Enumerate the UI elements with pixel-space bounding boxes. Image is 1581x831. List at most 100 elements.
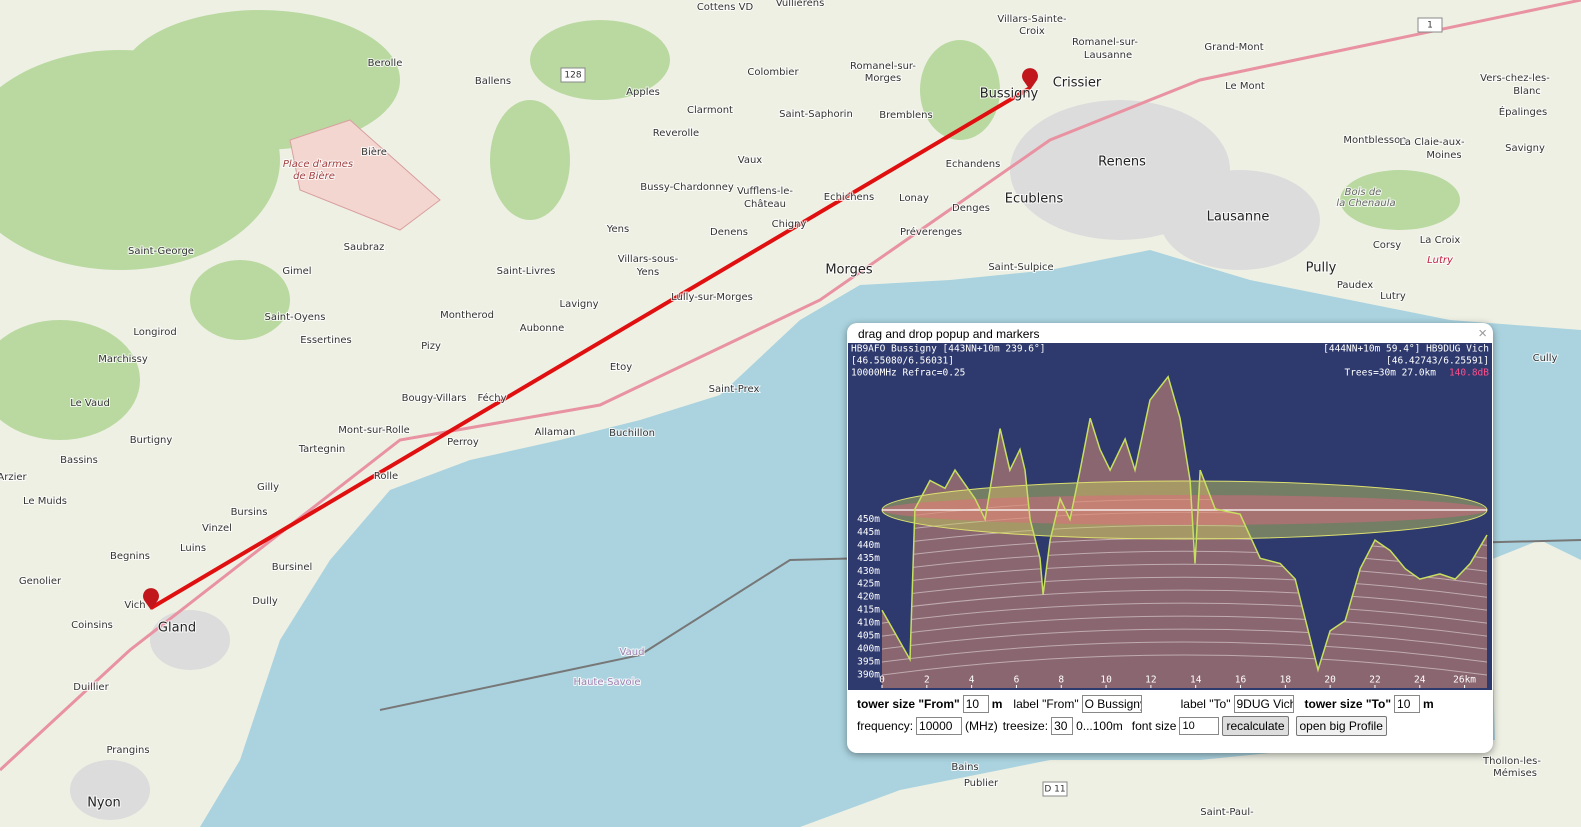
- input[interactable]: 30: [1051, 717, 1074, 735]
- label: label "To": [1180, 697, 1231, 711]
- place-label: Rolle: [374, 471, 398, 482]
- x-tick-label: 0: [879, 675, 885, 686]
- place-label: Reverolle: [653, 128, 699, 139]
- place-label: Burtigny: [130, 435, 173, 446]
- place-label: Lutry: [1380, 291, 1406, 302]
- x-tick-label: 14: [1190, 675, 1202, 686]
- x-tick-label: 10: [1100, 675, 1112, 686]
- label: tower size "To": [1304, 697, 1392, 711]
- x-tick-label: 12: [1145, 675, 1156, 686]
- place-label: Chigny: [772, 219, 807, 230]
- input[interactable]: O Bussigny: [1081, 695, 1142, 713]
- military-area: [289, 119, 441, 231]
- place-label: Préverenges: [900, 226, 962, 238]
- place-label: Vaud: [620, 647, 645, 658]
- popup-title: drag and drop popup and markers: [858, 327, 1040, 341]
- place-label: Bains: [951, 762, 978, 773]
- place-label: Etoy: [610, 362, 632, 373]
- place-label: Vinzel: [202, 523, 232, 534]
- road-shield: [1042, 781, 1068, 797]
- place-label: Place d'armes: [283, 159, 353, 170]
- place-label: Prangins: [106, 745, 149, 756]
- place-label: Coinsins: [71, 620, 113, 631]
- label: font size: [1131, 719, 1177, 733]
- place-label: Tartegnin: [298, 444, 346, 455]
- place-label: Saint-Prex: [709, 384, 760, 395]
- place-label: Bursinel: [272, 562, 313, 573]
- button[interactable]: recalculate: [1222, 716, 1289, 736]
- place-label: Féchy: [477, 392, 506, 404]
- place-label: Saint-Livres: [497, 266, 556, 277]
- marker-from[interactable]: [1022, 68, 1038, 90]
- place-label: Denges: [952, 203, 990, 214]
- x-tick-label: 20: [1324, 675, 1336, 686]
- input[interactable]: 10000: [916, 717, 963, 735]
- input[interactable]: 10: [962, 695, 989, 713]
- form-row: frequency: 10000 (MHz) treesize: 30 0...100m…: [857, 716, 1387, 736]
- y-tick-label: 395m: [857, 657, 880, 668]
- marker-to[interactable]: [143, 588, 160, 610]
- place-label: Vufflens-le-: [737, 186, 793, 197]
- place-label: Bremblens: [879, 110, 932, 121]
- place-label: Marchissy: [98, 354, 148, 365]
- label: m: [1423, 697, 1434, 711]
- input[interactable]: 10: [1394, 695, 1421, 713]
- select[interactable]: 10: [1179, 717, 1220, 735]
- place-label: Lutry: [1427, 255, 1454, 266]
- place-label: Essertines: [300, 335, 351, 346]
- place-label: Berolle: [368, 58, 403, 69]
- place-label: Genolier: [19, 576, 62, 587]
- place-label: Mémises: [1493, 767, 1537, 779]
- popup[interactable]: drag and drop popup and markers × 390m 39…: [847, 323, 1493, 753]
- place-label: Begnins: [110, 551, 150, 562]
- grid-line: [882, 576, 1487, 598]
- y-tick-label: 415m: [857, 605, 880, 616]
- place-label: Gimel: [282, 266, 311, 277]
- input[interactable]: 9DUG Vich: [1233, 695, 1294, 713]
- place-label: Le Mont: [1225, 81, 1265, 92]
- place-label: Vaux: [738, 155, 763, 166]
- y-tick-label: 440m: [857, 540, 880, 551]
- label: treesize:: [1002, 719, 1049, 733]
- place-label: Renens: [1098, 155, 1146, 170]
- profile-chart: 390m 395m 400m 405m 410m 415m 420m 425m 430m 435m…: [848, 343, 1492, 690]
- place-label: Mont-sur-Rolle: [338, 425, 410, 436]
- place-label: Longirod: [133, 327, 176, 338]
- map-labels: Cottens VD Vullierens Villars-Sainte-Croix…: [0, 0, 1558, 819]
- place-label: Echichens: [824, 192, 874, 203]
- label: 0...100m: [1076, 719, 1123, 733]
- link-line: [149, 86, 1032, 610]
- place-label: 128: [564, 71, 581, 81]
- place-label: Vullierens: [776, 0, 825, 9]
- place-label: Croix: [1019, 26, 1045, 37]
- place-label: Allaman: [535, 427, 576, 438]
- x-tick-label: 26km: [1453, 675, 1476, 686]
- place-label: Bursins: [231, 507, 268, 518]
- header-left: 10000MHz Refrac=0.25: [851, 368, 965, 379]
- place-label: Montherod: [440, 310, 494, 321]
- button[interactable]: open big Profile: [1295, 716, 1387, 736]
- place-label: Duillier: [73, 682, 109, 693]
- place-label: Blanc: [1513, 86, 1541, 97]
- place-label: Château: [744, 198, 786, 210]
- place-label: Arzier: [0, 472, 28, 483]
- place-label: Villars-Sainte-: [997, 14, 1067, 25]
- place-label: Lausanne: [1207, 210, 1270, 225]
- path-loss: 140.8dB: [1449, 368, 1489, 379]
- close-button[interactable]: ×: [1478, 325, 1487, 342]
- place-label: Saint-Saphorin: [779, 109, 853, 120]
- place-label: Épalinges: [1499, 105, 1547, 118]
- header-left: [46.55080/6.56031]: [851, 356, 954, 367]
- place-label: Bière: [361, 146, 387, 158]
- place-label: Yens: [636, 267, 659, 278]
- place-label: La Claie-aux-: [1399, 137, 1465, 148]
- place-label: Ballens: [475, 76, 511, 87]
- grid-line: [882, 615, 1487, 637]
- label: (MHz): [965, 719, 998, 733]
- place-label: Montblesson: [1343, 135, 1406, 146]
- y-tick-label: 445m: [857, 527, 880, 538]
- x-tick-label: 18: [1280, 675, 1292, 686]
- place-label: Moines: [1426, 150, 1461, 161]
- place-label: Villars-sous-: [618, 254, 679, 265]
